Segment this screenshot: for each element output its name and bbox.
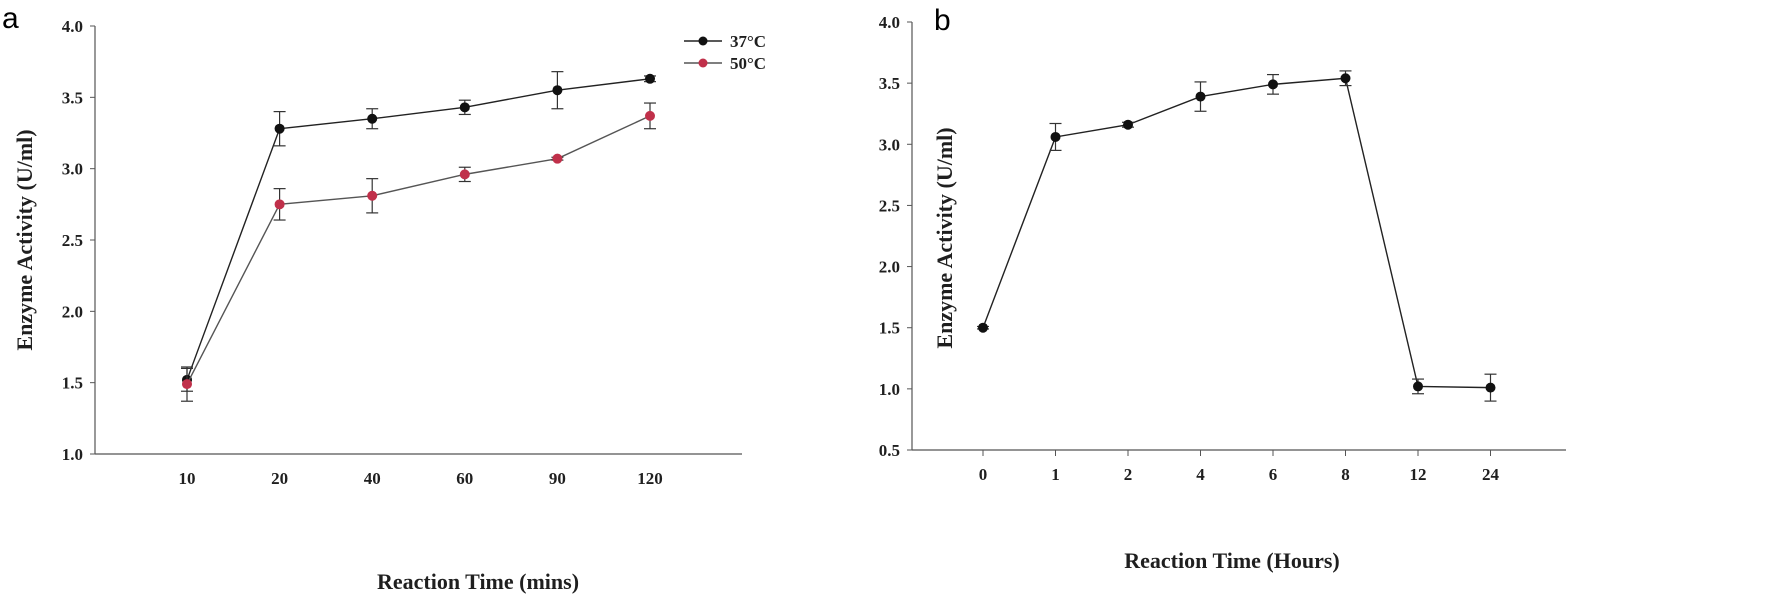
data-point-a-1 [645, 110, 655, 121]
y-tick-label-b: 2.5 [879, 196, 900, 215]
data-point-a-1 [459, 169, 470, 180]
data-point-b-0 [1050, 131, 1061, 142]
data-point-b-0 [978, 322, 988, 333]
x-tick-label-a: 90 [549, 469, 566, 488]
y-tick-label-a: 1.5 [62, 374, 83, 393]
data-point-b-0 [1485, 382, 1496, 393]
data-point-a-0 [367, 113, 378, 124]
x-tick-label-b: 24 [1482, 465, 1500, 484]
x-axis-title-b: Reaction Time (Hours) [1124, 548, 1340, 573]
y-tick-label-b: 3.0 [879, 135, 900, 154]
x-tick-label-b: 8 [1341, 465, 1350, 484]
y-tick-label-b: 1.5 [879, 319, 900, 338]
data-point-a-1 [182, 379, 192, 390]
x-tick-label-b: 4 [1196, 465, 1205, 484]
series-line-a-0 [186, 78, 651, 381]
y-tick-label-b: 3.5 [879, 74, 900, 93]
y-tick-label-b: 1.0 [879, 380, 900, 399]
legend-a: 37°C 50°C [684, 32, 766, 73]
x-tick-label-b: 2 [1124, 465, 1133, 484]
data-point-a-0 [459, 102, 470, 113]
panel-b-label: b [934, 4, 951, 37]
panel-a-label: a [2, 2, 19, 35]
y-tick-label-a: 3.0 [62, 160, 83, 179]
data-point-b-0 [1413, 381, 1423, 392]
y-tick-label-b: 2.0 [879, 258, 900, 277]
data-point-b-0 [1268, 79, 1278, 90]
y-tick-label-a: 3.5 [62, 88, 83, 107]
x-tick-label-a: 40 [364, 469, 381, 488]
y-tick-label-a: 1.0 [62, 445, 83, 464]
x-tick-label-b: 6 [1269, 465, 1278, 484]
y-tick-label-a: 2.0 [62, 302, 83, 321]
series-line-a-1 [186, 115, 651, 385]
x-tick-label-b: 0 [979, 465, 988, 484]
data-point-a-1 [274, 199, 285, 210]
y-axis-title-a: Enzyme Activity (U/ml) [12, 129, 37, 350]
x-tick-label-a: 20 [271, 469, 288, 488]
legend-marker-0 [698, 36, 708, 46]
x-tick-label-a: 60 [456, 469, 473, 488]
legend-label-0: 37°C [730, 32, 766, 51]
data-point-a-0 [645, 73, 655, 84]
x-axis-title-a: Reaction Time (mins) [377, 569, 579, 594]
y-tick-label-a: 2.5 [62, 231, 83, 250]
chart-panel-b: 0 1 2 4 6 8 12 24 0.51.01.52.02.53.03.54.0 Reac… [879, 13, 1566, 573]
legend-label-1: 50°C [730, 54, 766, 73]
series-line-b-0 [982, 77, 1491, 389]
data-point-b-0 [1340, 73, 1351, 84]
data-point-a-1 [552, 153, 563, 164]
x-tick-label-a: 10 [179, 469, 196, 488]
chart-panel-a: 10 20 40 60 90 120 1.0 1.5 2.0 2.5 3.0 3.5 4.0 Reac… [12, 17, 766, 594]
data-point-b-0 [1195, 91, 1206, 102]
x-tick-label-b: 12 [1410, 465, 1427, 484]
data-point-a-0 [274, 123, 285, 134]
data-point-b-0 [1123, 119, 1133, 130]
x-tick-label-b: 1 [1051, 465, 1060, 484]
data-point-a-1 [367, 190, 378, 201]
x-tick-label-a: 120 [637, 469, 663, 488]
y-axis-title-b: Enzyme Activity (U/ml) [932, 127, 957, 348]
data-point-a-0 [552, 85, 563, 96]
legend-marker-1 [698, 58, 708, 68]
y-tick-label-a: 4.0 [62, 17, 83, 36]
y-tick-label-b: 4.0 [879, 13, 900, 32]
y-tick-label-b: 0.5 [879, 441, 900, 460]
